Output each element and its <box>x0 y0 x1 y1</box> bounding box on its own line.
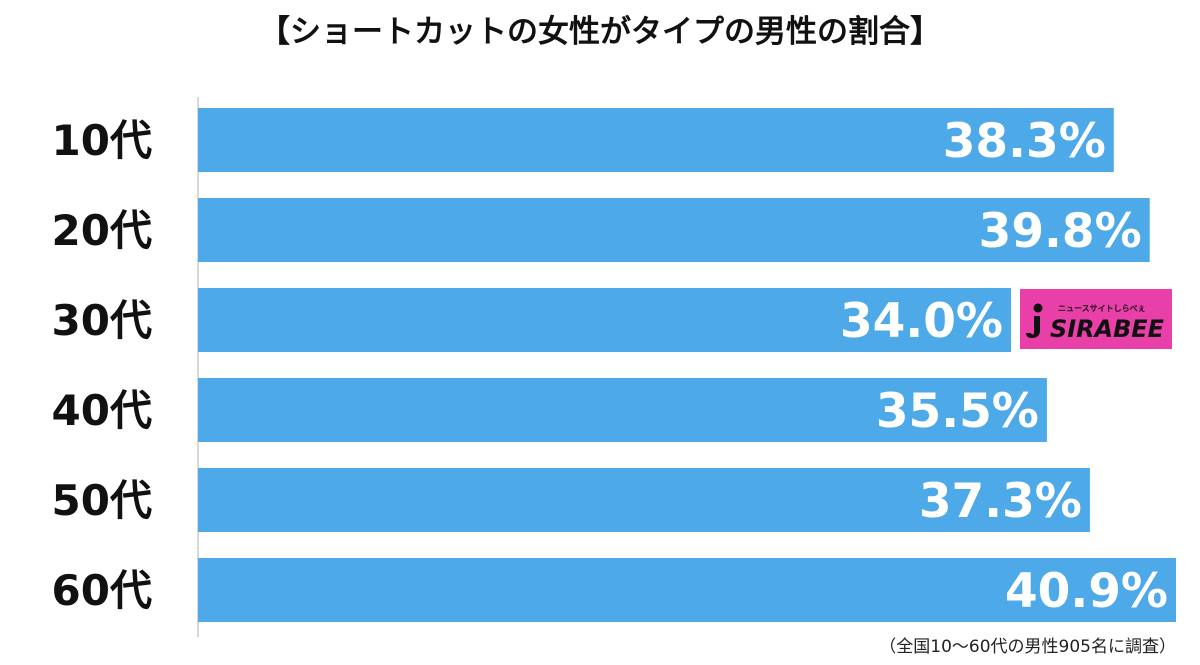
chart-title: 【ショートカットの女性がタイプの男性の割合】 <box>259 14 941 50</box>
category-label: 60代 <box>52 566 152 615</box>
logo-text: SIRABEE <box>1050 315 1165 343</box>
logo-tagline: ニュースサイトしらべぇ <box>1058 304 1146 313</box>
bars-group: 10代 38.3% 20代 39.8% 30代 34.0% 40代 35.5% 50代 37.3%… <box>52 108 1176 622</box>
value-label: 35.5% <box>876 384 1039 439</box>
category-label: 40代 <box>52 386 152 435</box>
value-label: 40.9% <box>1005 564 1168 619</box>
logo-background <box>1020 289 1172 349</box>
sirabee-logo: ニュースサイトしらべぇ SIRABEE <box>1020 289 1172 349</box>
category-label: 10代 <box>52 116 152 165</box>
bar-20代 <box>198 198 1150 262</box>
sirabee-i-logo-icon <box>1026 303 1043 338</box>
category-label: 20代 <box>52 206 152 255</box>
bar-50代 <box>198 468 1090 532</box>
bar-60代 <box>198 558 1176 622</box>
bar-30代 <box>198 288 1011 352</box>
value-label: 38.3% <box>943 114 1106 169</box>
footnote: （全国10〜60代の男性905名に調査） <box>879 637 1176 657</box>
category-label: 50代 <box>52 476 152 525</box>
bar-10代 <box>198 108 1114 172</box>
value-label: 37.3% <box>919 474 1082 529</box>
category-label: 30代 <box>52 296 152 345</box>
value-label: 34.0% <box>840 294 1003 349</box>
value-label: 39.8% <box>979 204 1142 259</box>
bar-40代 <box>198 378 1047 442</box>
